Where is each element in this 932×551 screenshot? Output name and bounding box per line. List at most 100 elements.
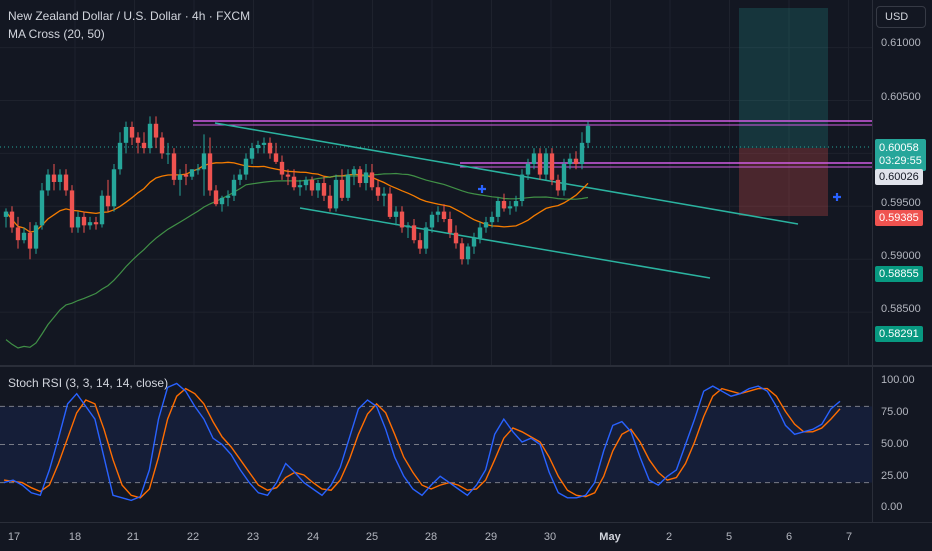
price-tick: 0.58500 [881, 303, 921, 315]
time-tick: 18 [68, 531, 82, 543]
bull-candle [465, 246, 471, 260]
time-axis[interactable]: 17 18 21 22 23 24 25 28 29 30 May 2 5 6 … [0, 522, 932, 551]
bull-candle [201, 153, 207, 170]
bull-candle [39, 190, 45, 226]
bull-candle [237, 174, 243, 180]
bear-candle [285, 174, 291, 177]
stoch-rsi-legend[interactable]: Stoch RSI (3, 3, 14, 14, close) [8, 376, 169, 390]
bull-candle [489, 216, 495, 223]
bull-candle [147, 123, 153, 149]
bear-candle [447, 219, 453, 233]
bear-candle [357, 169, 363, 184]
level-low-tag: 0.58855 [875, 266, 923, 282]
bear-candle [549, 153, 555, 180]
bear-candle [129, 126, 135, 138]
bull-candle [57, 174, 63, 182]
time-tick: 5 [725, 531, 733, 543]
bull-candle [99, 195, 105, 225]
symbol-title[interactable]: New Zealand Dollar / U.S. Dollar · 4h · … [8, 9, 251, 23]
bear-candle [387, 193, 393, 217]
price-chart[interactable] [0, 0, 872, 365]
bear-candle [411, 225, 417, 241]
bull-candle [507, 206, 513, 209]
bear-candle [183, 174, 189, 177]
bull-candle [231, 179, 237, 196]
stoch-rsi-chart[interactable] [0, 367, 872, 522]
stoch-rsi-axis[interactable]: 100.00 75.00 50.00 25.00 0.00 [872, 367, 932, 522]
bull-candle [567, 158, 573, 164]
bull-candle [303, 179, 309, 186]
bull-candle [363, 172, 369, 184]
bull-candle [519, 174, 525, 202]
ma-cross-marker [833, 193, 841, 201]
bull-candle [117, 142, 123, 170]
bull-candle [111, 169, 117, 207]
bear-candle [321, 183, 327, 196]
last-price: 0.60058 [879, 142, 919, 154]
bull-candle [531, 153, 537, 164]
ma-cross-marker [478, 185, 486, 193]
time-tick: 24 [306, 531, 320, 543]
bear-candle [51, 174, 57, 182]
bull-candle [3, 211, 9, 217]
bull-candle [75, 216, 81, 228]
stoch-d-line [3, 387, 841, 499]
bull-candle [495, 201, 501, 217]
ma-slow-line [5, 172, 589, 349]
bull-candle [333, 179, 339, 209]
bull-candle [513, 201, 519, 207]
bull-candle [471, 238, 477, 247]
bull-candle [435, 211, 441, 215]
pane-separator[interactable] [0, 365, 932, 367]
indicator-legend[interactable]: MA Cross (20, 50) [8, 27, 105, 41]
bear-candle [555, 179, 561, 191]
time-tick: 2 [665, 531, 673, 543]
bull-candle [297, 185, 303, 188]
time-tick: 28 [424, 531, 438, 543]
bull-candle [405, 225, 411, 228]
bear-candle [291, 176, 297, 188]
level-min-tag: 0.58291 [875, 326, 923, 342]
time-tick: 7 [845, 531, 853, 543]
bull-candle [423, 227, 429, 249]
price-tick: 0.59500 [881, 197, 921, 209]
bull-candle [261, 142, 267, 145]
bear-candle [339, 179, 345, 198]
time-tick: 21 [126, 531, 140, 543]
bull-candle [243, 158, 249, 175]
bull-candle [477, 227, 483, 239]
last-price-tag: 0.60058 03:29:55 [875, 139, 926, 171]
time-tick: 17 [7, 531, 21, 543]
bar-countdown: 03:29:55 [879, 155, 922, 167]
currency-button[interactable]: USD [876, 6, 926, 28]
bear-candle [27, 232, 33, 249]
bear-candle [279, 161, 285, 175]
price-tick: 0.60500 [881, 91, 921, 103]
bear-candle [375, 187, 381, 196]
rsi-tick: 50.00 [881, 438, 909, 450]
rsi-tick: 0.00 [881, 501, 903, 513]
bull-candle [177, 174, 183, 180]
stoch-k-line [3, 382, 841, 502]
time-tick: 22 [186, 531, 200, 543]
main-chart-pane[interactable]: New Zealand Dollar / U.S. Dollar · 4h · … [0, 0, 872, 365]
bear-candle [141, 142, 147, 149]
bear-candle [135, 137, 141, 143]
bull-candle [219, 197, 225, 205]
stop-loss-zone [739, 148, 828, 216]
bear-candle [309, 179, 315, 191]
time-tick: 25 [365, 531, 379, 543]
bear-candle [273, 153, 279, 162]
bear-candle [537, 153, 543, 175]
bear-candle [213, 190, 219, 205]
bear-candle [417, 240, 423, 249]
stoch-rsi-pane[interactable]: Stoch RSI (3, 3, 14, 14, close) [0, 367, 872, 522]
bear-candle [153, 123, 159, 138]
bull-candle [585, 125, 591, 143]
bull-candle [351, 169, 357, 175]
bear-candle [369, 172, 375, 188]
bull-candle [381, 193, 387, 196]
bull-candle [579, 142, 585, 164]
bear-candle [9, 211, 15, 228]
price-axis[interactable]: 0.61000 0.60500 0.59500 0.59000 0.58500 … [872, 0, 932, 365]
